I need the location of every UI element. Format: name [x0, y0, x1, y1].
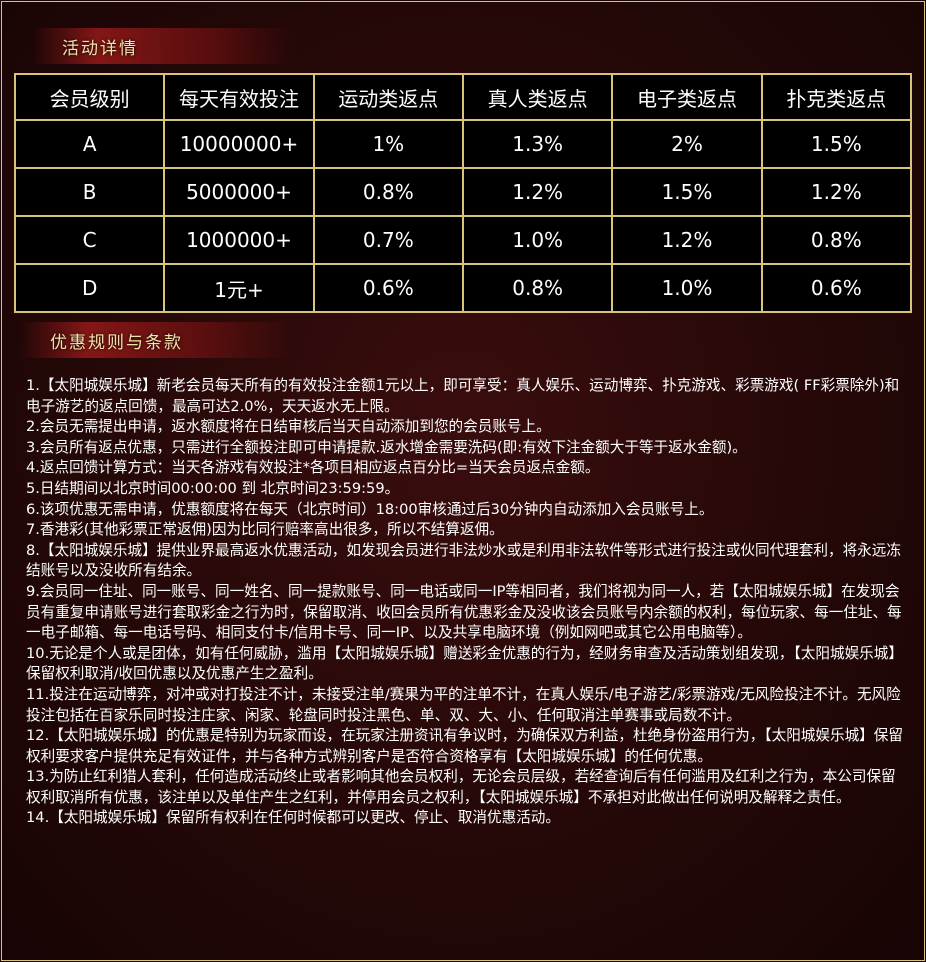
rule-item: 4.返点回馈计算方式：当天各游戏有效投注*各项目相应返点百分比=当天会员返点金额…: [26, 459, 600, 477]
section-header-activity-details: 活动详情: [32, 28, 292, 64]
table-cell: 0.7%: [312, 215, 464, 265]
column-header: 会员级别: [13, 73, 166, 121]
table-cell: 1.3%: [461, 119, 614, 169]
column-header: 真人类返点: [461, 73, 614, 121]
column-header: 电子类返点: [611, 73, 763, 121]
table-cell: A: [13, 119, 166, 169]
section-header-rules-terms: 优惠规则与条款: [20, 322, 290, 358]
table-cell: 10000000+: [163, 119, 315, 169]
table-cell: 5000000+: [163, 167, 315, 217]
table-cell: 2%: [611, 119, 763, 169]
table-cell: D: [13, 263, 166, 313]
rules-list: 1.【太阳城娱乐城】新老会员每天所有的有效投注金额1元以上，即可享受：真人娱乐、…: [26, 376, 910, 829]
table-cell: B: [13, 167, 166, 217]
table-cell: 0.8%: [312, 167, 464, 217]
table-row: A 10000000+ 1% 1.3% 2% 1.5%: [13, 119, 913, 169]
table-cell: 1.5%: [760, 119, 913, 169]
rule-item: 5.日结期间以北京时间00:00:00 到 北京时间23:59:59。: [26, 479, 400, 497]
table-cell: 0.8%: [760, 215, 913, 265]
column-header: 运动类返点: [312, 73, 464, 121]
column-header: 扑克类返点: [760, 73, 913, 121]
rebate-table: 会员级别 每天有效投注 运动类返点 真人类返点 电子类返点 扑克类返点 A 10…: [13, 73, 913, 313]
table-cell: 1%: [312, 119, 464, 169]
table-cell: 1000000+: [163, 215, 315, 265]
table-cell: 0.6%: [312, 263, 464, 313]
rule-item: 13.为防止红利猎人套利，任何造成活动终止或者影响其他会员权利，无论会员层级，若…: [26, 768, 896, 806]
section-title: 优惠规则与条款: [50, 332, 183, 353]
rule-item: 8.【太阳城娱乐城】提供业界最高返水优惠活动，如发现会员进行非法炒水或是利用非法…: [26, 541, 901, 580]
rule-item: 7.香港彩(其他彩票正常返佣)因为比同行赔率高出很多，所以不结算返佣。: [26, 521, 504, 539]
rule-item: 12.【太阳城娱乐城】的优惠是特别为玩家而设，在玩家注册资讯有争议时，为确保双方…: [26, 727, 903, 765]
table-cell: 1.2%: [461, 167, 614, 217]
table-cell: 0.6%: [760, 263, 913, 313]
rule-item: 3.会员所有返点优惠，只需进行全额投注即可申请提款.返水增金需要洗码(即:有效下…: [26, 438, 747, 456]
rule-item: 2.会员无需提出申请，返水额度将在日结审核后当天自动添加到您的会员账号上。: [26, 418, 551, 436]
rule-item: 11.投注在运动博弈，对冲或对打投注不计，未接受注单/赛果为平的注单不计，在真人…: [26, 685, 901, 724]
table-cell: C: [13, 215, 166, 265]
rule-item: 10.无论是个人或是团体，如有任何威胁，滥用【太阳城娱乐城】赠送彩金优惠的行为，…: [26, 644, 903, 683]
rule-item: 6.该项优惠无需申请，优惠额度将在每天（北京时间）18:00审核通过后30分钟内…: [26, 500, 714, 518]
table-cell: 1元+: [163, 263, 315, 313]
rule-item: 14.【太阳城娱乐城】保留所有权利在任何时候都可以更改、停止、取消优惠活动。: [26, 809, 560, 827]
table-row: D 1元+ 0.6% 0.8% 1.0% 0.6%: [13, 263, 913, 313]
table-cell: 1.2%: [760, 167, 913, 217]
table-cell: 0.8%: [461, 263, 614, 313]
table-header-row: 会员级别 每天有效投注 运动类返点 真人类返点 电子类返点 扑克类返点: [13, 73, 913, 121]
section-title: 活动详情: [62, 38, 138, 59]
rule-item: 9.会员同一住址、同一账号、同一姓名、同一提款账号、同一电话或同一IP等相同者，…: [26, 582, 902, 642]
table-cell: 1.2%: [611, 215, 763, 265]
table-cell: 1.5%: [611, 167, 763, 217]
table-row: C 1000000+ 0.7% 1.0% 1.2% 0.8%: [13, 215, 913, 265]
table-cell: 1.0%: [461, 215, 614, 265]
rule-item: 1.【太阳城娱乐城】新老会员每天所有的有效投注金额1元以上，即可享受：真人娱乐、…: [26, 377, 900, 415]
column-header: 每天有效投注: [163, 73, 315, 121]
table-row: B 5000000+ 0.8% 1.2% 1.5% 1.2%: [13, 167, 913, 217]
table-cell: 1.0%: [611, 263, 763, 313]
